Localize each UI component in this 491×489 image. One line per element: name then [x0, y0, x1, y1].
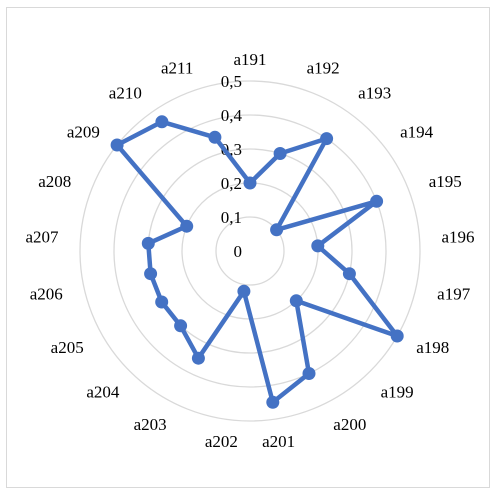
tick-label: 0,5 — [221, 72, 242, 91]
data-point — [180, 219, 194, 233]
data-point — [342, 267, 356, 281]
category-label: a209 — [67, 122, 100, 141]
data-point — [266, 395, 280, 409]
data-point — [289, 294, 303, 308]
category-label: a200 — [333, 415, 366, 434]
data-point — [208, 130, 222, 144]
data-point — [144, 267, 158, 281]
category-label: a196 — [441, 228, 474, 247]
grid-ring — [215, 216, 285, 286]
chart-frame — [6, 7, 490, 488]
data-point — [273, 147, 287, 160]
category-label: a193 — [358, 83, 391, 102]
category-label: a191 — [233, 50, 266, 69]
category-label: a207 — [25, 228, 59, 247]
data-point — [155, 295, 169, 309]
data-point — [174, 319, 188, 333]
data-point — [243, 176, 257, 190]
data-point — [237, 284, 251, 298]
tick-label: 0 — [234, 242, 243, 261]
category-label: a203 — [134, 415, 167, 434]
tick-label: 0,4 — [221, 106, 243, 125]
category-label: a198 — [416, 338, 449, 357]
category-label: a201 — [262, 432, 295, 451]
category-label: a208 — [38, 172, 71, 191]
data-point — [302, 367, 316, 380]
category-label: a197 — [437, 285, 471, 304]
category-label: a202 — [205, 432, 238, 451]
data-point — [370, 194, 384, 208]
data-point — [320, 132, 334, 146]
category-label: a204 — [86, 383, 120, 402]
series-line — [114, 119, 400, 405]
data-point — [390, 329, 404, 343]
category-label: a199 — [381, 383, 414, 402]
category-label: a205 — [51, 338, 84, 357]
category-label: a192 — [307, 59, 340, 78]
data-point — [110, 138, 124, 152]
data-point — [141, 236, 155, 250]
data-point — [311, 239, 325, 253]
category-label: a195 — [429, 172, 462, 191]
category-label: a194 — [400, 122, 434, 141]
grid-ring — [113, 114, 387, 388]
grid-ring — [79, 80, 421, 422]
category-label: a211 — [161, 59, 193, 78]
category-label: a210 — [109, 83, 142, 102]
data-point — [270, 223, 284, 237]
category-label: a206 — [30, 285, 63, 304]
tick-label: 0,2 — [221, 174, 242, 193]
tick-label: 0,1 — [221, 208, 242, 227]
data-point — [191, 351, 205, 365]
data-point — [155, 115, 169, 129]
